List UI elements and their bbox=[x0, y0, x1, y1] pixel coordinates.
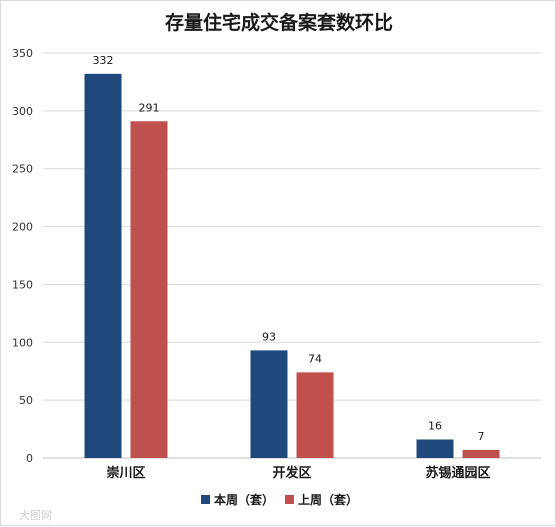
y-tick-label: 150 bbox=[12, 278, 33, 291]
x-tick-label: 开发区 bbox=[272, 465, 311, 481]
y-tick-label: 100 bbox=[12, 336, 33, 349]
data-label: 74 bbox=[308, 352, 322, 365]
legend-swatch bbox=[201, 495, 210, 504]
chart-title: 存量住宅成交备案套数环比 bbox=[165, 11, 393, 34]
legend: 本周（套） 上周（套） bbox=[201, 492, 358, 507]
watermark: 大图网 bbox=[19, 508, 52, 522]
data-label: 291 bbox=[139, 101, 160, 114]
data-label: 93 bbox=[262, 330, 276, 343]
y-tick-label: 350 bbox=[12, 47, 33, 60]
legend-label: 上周（套） bbox=[298, 492, 358, 507]
legend-swatch bbox=[285, 495, 294, 504]
bar-last-week bbox=[462, 449, 500, 458]
y-tick-label: 250 bbox=[12, 163, 33, 176]
data-labels: 332 291 93 74 16 7 bbox=[93, 54, 485, 443]
x-tick-label: 苏锡通园区 bbox=[425, 465, 490, 481]
gridlines bbox=[43, 52, 541, 401]
bar-last-week bbox=[130, 121, 168, 459]
bar-this-week bbox=[250, 350, 288, 458]
legend-label: 本周（套） bbox=[214, 492, 274, 507]
data-label: 7 bbox=[478, 430, 485, 443]
bar-last-week bbox=[296, 372, 334, 458]
axes: 0 50 100 150 200 250 300 350 崇川区 开发区 苏锡通园区 bbox=[12, 47, 541, 481]
data-label: 16 bbox=[428, 419, 442, 432]
bar-this-week bbox=[416, 439, 454, 458]
y-tick-label: 50 bbox=[19, 394, 33, 407]
bar-this-week bbox=[84, 73, 122, 458]
x-tick-label: 崇川区 bbox=[106, 465, 145, 481]
y-tick-label: 300 bbox=[12, 105, 33, 118]
data-label: 332 bbox=[93, 54, 114, 67]
bars bbox=[84, 73, 500, 459]
y-tick-label: 0 bbox=[26, 452, 33, 465]
y-tick-label: 200 bbox=[12, 221, 33, 234]
